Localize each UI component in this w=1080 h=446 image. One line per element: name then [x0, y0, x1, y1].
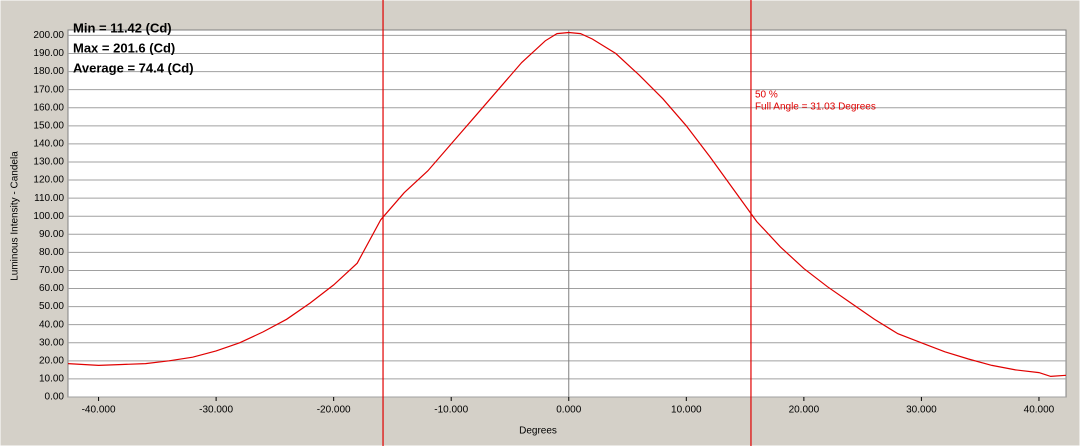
x-tick-label: 30.000: [906, 405, 937, 416]
y-tick-label: 70.00: [39, 265, 64, 276]
y-tick-label: 190.00: [33, 48, 64, 59]
y-tick-label: 160.00: [33, 102, 64, 113]
y-tick-label: 140.00: [33, 139, 64, 150]
y-tick-label: 180.00: [33, 66, 64, 77]
y-tick-label: 100.00: [33, 211, 64, 222]
y-tick-label: 170.00: [33, 84, 64, 95]
y-tick-label: 200.00: [33, 30, 64, 41]
x-tick-label: -20.000: [317, 405, 351, 416]
y-tick-label: 60.00: [39, 283, 64, 294]
y-axis-label: Luminous Intensity - Candela: [10, 151, 21, 281]
marker-annotation: 50 %: [755, 90, 778, 101]
y-tick-label: 90.00: [39, 229, 64, 240]
y-tick-label: 130.00: [33, 157, 64, 168]
plot-area: [67, 29, 1067, 398]
x-tick-label: 40.000: [1024, 405, 1055, 416]
y-tick-label: 110.00: [34, 193, 64, 204]
stat-annotation: Max = 201.6 (Cd): [73, 40, 175, 55]
x-tick-label: -10.000: [434, 405, 468, 416]
y-tick-label: 120.00: [33, 175, 64, 186]
y-tick-label: 150.00: [33, 120, 64, 131]
stat-annotation: Min = 11.42 (Cd): [73, 20, 172, 35]
marker-annotation: Full Angle = 31.03 Degrees: [755, 102, 876, 113]
y-tick-label: 80.00: [39, 247, 64, 258]
y-tick-label: 20.00: [39, 355, 64, 366]
stat-annotation: Average = 74.4 (Cd): [73, 60, 194, 75]
x-axis-label: Degrees: [519, 426, 557, 437]
x-tick-label: -30.000: [199, 405, 233, 416]
y-tick-label: 30.00: [39, 337, 64, 348]
y-tick-label: 40.00: [39, 319, 64, 330]
intensity-line: [67, 31, 1067, 378]
x-tick-label: 0.000: [556, 405, 581, 416]
y-tick-label: 10.00: [39, 374, 64, 385]
y-tick-label: 0.00: [45, 392, 65, 403]
y-tick-label: 50.00: [39, 301, 64, 312]
x-tick-label: -40.000: [82, 405, 116, 416]
x-tick-label: 10.000: [671, 405, 702, 416]
x-tick-label: 20.000: [789, 405, 820, 416]
